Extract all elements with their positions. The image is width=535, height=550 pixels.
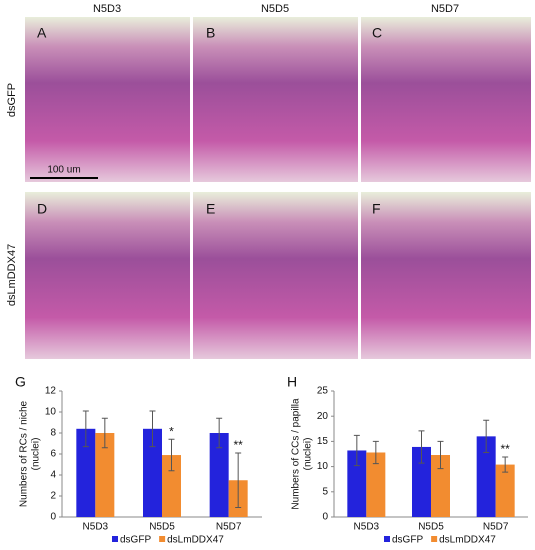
legend-swatch <box>431 536 438 542</box>
error-bar <box>168 438 175 472</box>
y-axis-label: (nuclei) <box>303 438 314 471</box>
y-tick-label: 5 <box>322 486 328 497</box>
y-axis-label: Numbers of CCs / papilla <box>291 398 302 510</box>
error-bar <box>437 440 444 470</box>
micrograph <box>193 192 358 359</box>
legend-label: dsGFP <box>120 535 151 546</box>
legend-swatch <box>384 536 390 542</box>
y-tick-label: 4 <box>50 470 56 481</box>
bar <box>162 455 181 517</box>
x-tick-label: N5D7 <box>216 522 242 533</box>
scale-bar-label: 100 um <box>47 165 80 176</box>
y-tick-label: 25 <box>317 386 329 397</box>
y-tick-label: 10 <box>45 407 57 418</box>
legend-swatch <box>159 536 166 542</box>
panel-label: A <box>37 25 47 41</box>
bar <box>495 464 515 517</box>
y-tick-label: 0 <box>50 512 56 523</box>
micrograph <box>361 192 531 359</box>
bar <box>209 433 229 517</box>
error-bar <box>216 417 223 449</box>
row-label: dsLmDDX47 <box>6 244 18 306</box>
error-bar <box>235 452 242 509</box>
error-bar <box>149 410 156 448</box>
legend-label: dsLmDDX47 <box>167 535 224 546</box>
micrograph <box>193 17 358 182</box>
micrograph <box>25 17 190 182</box>
micrograph <box>361 17 531 182</box>
x-tick-label: N5D7 <box>483 522 509 533</box>
significance: ** <box>233 438 243 452</box>
error-bar <box>82 410 89 448</box>
bar <box>95 433 115 517</box>
row-label: dsGFP <box>6 83 18 117</box>
y-axis-label: (nuclei) <box>31 438 42 471</box>
panel-label: E <box>206 201 215 217</box>
error-bar <box>101 417 108 449</box>
y-tick-label: 6 <box>50 449 56 460</box>
panel-label: D <box>37 201 47 217</box>
y-tick-label: 8 <box>50 428 56 439</box>
significance: ** <box>500 442 510 456</box>
legend-label: dsGFP <box>392 535 423 546</box>
x-tick-label: N5D5 <box>418 522 444 533</box>
bar <box>476 436 496 517</box>
column-label: N5D7 <box>431 3 459 15</box>
x-tick-label: N5D3 <box>354 522 380 533</box>
x-tick-label: N5D3 <box>83 522 109 533</box>
error-bar <box>372 440 379 465</box>
bar <box>412 446 431 517</box>
y-axis-label: Numbers of RCs / niche <box>19 400 30 507</box>
y-tick-label: 10 <box>317 461 329 472</box>
x-tick-label: N5D5 <box>149 522 175 533</box>
y-tick-label: 0 <box>322 512 328 523</box>
panel-label: C <box>372 25 382 41</box>
panel-label: B <box>206 25 215 41</box>
column-label: N5D5 <box>261 3 289 15</box>
legend-label: dsLmDDX47 <box>439 535 496 546</box>
panel-label: H <box>287 374 297 390</box>
y-tick-label: 15 <box>317 436 329 447</box>
panel-label: F <box>372 201 381 217</box>
y-tick-label: 12 <box>45 386 57 397</box>
legend-swatch <box>112 536 118 542</box>
error-bar <box>483 419 490 453</box>
micrographs <box>25 17 531 359</box>
bar <box>366 452 386 517</box>
bar <box>347 450 367 517</box>
bar <box>76 428 96 517</box>
y-tick-label: 2 <box>50 491 56 502</box>
micrograph <box>25 192 190 359</box>
error-bar <box>418 430 425 464</box>
bar <box>143 428 162 517</box>
significance: * <box>169 424 174 438</box>
column-label: N5D3 <box>93 3 121 15</box>
y-tick-label: 20 <box>317 411 329 422</box>
error-bar <box>502 456 509 473</box>
panel-label: G <box>15 374 26 390</box>
error-bar <box>353 434 360 467</box>
bar <box>431 455 450 517</box>
